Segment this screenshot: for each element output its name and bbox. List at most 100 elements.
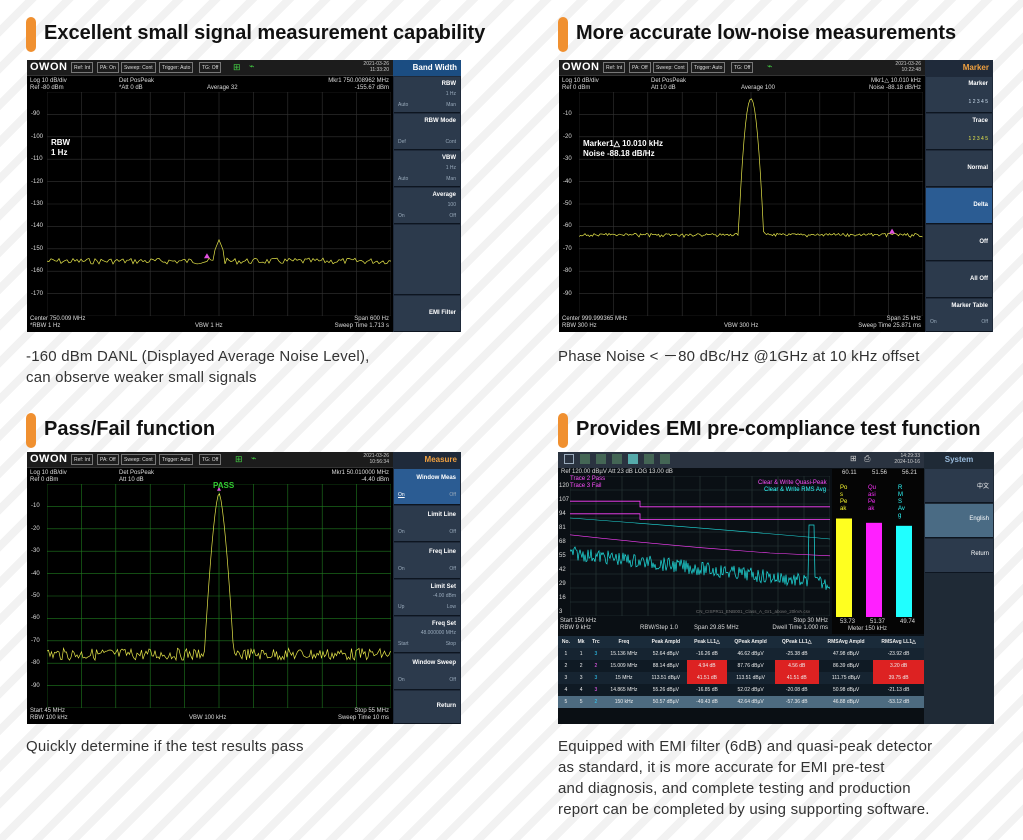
usb-icon: ⌁ bbox=[251, 453, 257, 463]
stop-info: Stop 30 MHz Dwell Time 1.000 ms bbox=[772, 618, 828, 631]
chip-trigger[interactable]: Trigger: Auto bbox=[691, 62, 726, 73]
detector-info: Det PosPeak Att 10 dB bbox=[651, 78, 687, 91]
english-button[interactable]: English bbox=[925, 504, 993, 538]
chip-pa[interactable]: PA: On bbox=[97, 62, 119, 73]
chip-ref[interactable]: Ref: Int bbox=[603, 62, 626, 73]
panel-caption: -160 dBm DANL (Displayed Average Noise L… bbox=[26, 348, 370, 386]
blank-button[interactable] bbox=[394, 225, 460, 295]
tool-icon[interactable] bbox=[580, 454, 590, 464]
chinese-button[interactable]: 中文 bbox=[925, 469, 993, 503]
y-tick-label: 42 bbox=[559, 567, 566, 573]
table-row[interactable]: 3 3 3 15 MHz 113.51 dBµV 41.51 dB 113.51 dBµV 4… bbox=[558, 672, 924, 684]
analyzer-screen: OWON Ref: Int PA: Off Sweep: Cont Trigge… bbox=[559, 60, 993, 332]
meter-bar bbox=[866, 522, 882, 617]
delta-button[interactable]: Delta bbox=[926, 188, 992, 224]
tool-icon[interactable] bbox=[660, 454, 670, 464]
window-sweep-button[interactable]: Window Sweep On Off bbox=[394, 654, 460, 690]
meter-bot-3: 49.74 bbox=[900, 619, 916, 625]
menu-title: Band Width bbox=[393, 60, 461, 76]
analyzer-screen: OWON Ref: Int PA: Off Sweep: Cont Trigge… bbox=[27, 452, 461, 724]
emi-filter-button[interactable]: EMI Filter bbox=[394, 296, 460, 332]
meter-panel: 60.11 51.56 56.21 Pos Peak Quasi Peak RM… bbox=[832, 469, 924, 634]
chip-sweep[interactable]: Sweep: Cont bbox=[653, 62, 688, 73]
table-cell: 3 bbox=[564, 675, 568, 681]
tool-icon[interactable] bbox=[596, 454, 606, 464]
table-cell: 46.62 dBµV bbox=[737, 651, 764, 657]
freq-set-button[interactable]: Freq Set 48.000000 MHz Start Stop bbox=[394, 617, 460, 653]
tool-icon[interactable] bbox=[628, 454, 638, 464]
chip-pa[interactable]: PA: Off bbox=[97, 454, 119, 465]
table-cell: 3.20 dB bbox=[873, 660, 924, 672]
chip-ref[interactable]: Ref: Int bbox=[71, 454, 94, 465]
y-tick-label: -50 bbox=[31, 593, 40, 599]
trace-line bbox=[570, 524, 830, 590]
chip-trigger[interactable]: Trigger: Auto bbox=[159, 454, 194, 465]
table-row[interactable]: 5 5 2 150 kHz 50.57 dBµV -49.43 dB 42.64 dBµV -… bbox=[558, 696, 924, 708]
chip-trigger[interactable]: Trigger: Auto bbox=[159, 62, 194, 73]
meter-bar bbox=[896, 525, 912, 617]
usb-icon: ⌁ bbox=[249, 61, 255, 71]
table-row[interactable]: 4 4 3 14.865 MHz 55.26 dBµV -16.85 dB 52.02 dB… bbox=[558, 684, 924, 696]
span-info: Span 25 kHz Sweep Time 25.871 ms bbox=[858, 316, 921, 329]
pass-indicator: PASS bbox=[213, 481, 235, 490]
table-row[interactable]: 1 1 3 15.136 MHz 52.64 dBµV -16.26 dB 46.62 dB… bbox=[558, 648, 924, 660]
limit-line-button[interactable]: Limit Line On Off bbox=[394, 506, 460, 542]
chip-tg[interactable]: TG: Off bbox=[731, 62, 754, 73]
meter-bar bbox=[836, 518, 852, 617]
freq-line-button[interactable]: Freq Line On Off bbox=[394, 543, 460, 579]
limit-set-button[interactable]: Limit Set -4.00 dBm Up Low bbox=[394, 580, 460, 616]
y-tick-label: -60 bbox=[563, 223, 572, 230]
table-cell: -23.92 dB bbox=[887, 651, 910, 657]
rbw-step: RBW/Step 1.0 bbox=[640, 625, 679, 631]
marker-table-button[interactable]: Marker Table On Off bbox=[926, 299, 992, 332]
marker-annotation: Marker1△ 10.010 kHz Noise -88.18 dB/Hz bbox=[583, 139, 663, 158]
all-off-button[interactable]: All Off bbox=[926, 262, 992, 298]
table-cell: 47.98 dBµV bbox=[832, 651, 860, 657]
normal-button[interactable]: Normal bbox=[926, 151, 992, 187]
span-info: Span 29.85 MHz bbox=[694, 625, 739, 631]
off-button[interactable]: Off bbox=[926, 225, 992, 261]
table-cell: 113.51 dBµV bbox=[651, 675, 681, 681]
tool-icon[interactable] bbox=[644, 454, 654, 464]
marker-select-button[interactable]: Marker 1 2 3 4 5 bbox=[926, 77, 992, 113]
y-tick-label: 55 bbox=[559, 553, 566, 559]
rbw-mode-button[interactable]: RBW Mode Def Cont bbox=[394, 114, 460, 150]
chip-sweep[interactable]: Sweep: Cont bbox=[121, 454, 156, 465]
trace3-label: Trace 3 Fail bbox=[570, 483, 602, 489]
average-info: Average 32 bbox=[207, 85, 238, 91]
chip-tg[interactable]: TG: Off bbox=[199, 62, 222, 73]
window-meas-button[interactable]: Window Meas On Off bbox=[394, 469, 460, 505]
chip-tg[interactable]: TG: Off bbox=[199, 454, 222, 465]
column-header: QPeak LL1△ bbox=[774, 636, 819, 648]
return-button[interactable]: Return bbox=[394, 691, 460, 724]
trace-graph bbox=[579, 92, 923, 316]
print-icon: ⎙ bbox=[864, 454, 871, 463]
rbw-button[interactable]: RBW 1 Hz Auto Man bbox=[394, 77, 460, 113]
y-tick-label: -100 bbox=[31, 133, 44, 140]
table-cell: 55.26 dBµV bbox=[652, 687, 679, 693]
table-cell: -20.08 dB bbox=[785, 687, 808, 693]
vbw-button[interactable]: VBW 1 Hz Auto Man bbox=[394, 151, 460, 187]
chip-ref[interactable]: Ref: Int bbox=[71, 62, 94, 73]
average-button[interactable]: Average 100 On Off bbox=[394, 188, 460, 224]
chip-pa[interactable]: PA: Off bbox=[629, 62, 651, 73]
y-tick-label: -110 bbox=[31, 156, 43, 163]
emi-screen: ⊞ ⎙ 14:29:33 2024-10-16 System 中文 English… bbox=[558, 452, 994, 724]
column-header: RMSAvg LL1△ bbox=[873, 636, 924, 648]
limit-line-avg bbox=[570, 513, 830, 520]
table-row[interactable]: 2 2 2 15.009 MHz 88.14 dBµV 4.94 dB 87.76 dBµV… bbox=[558, 660, 924, 672]
marker-table: No. Mk Trc Freq Peak Ampld Peak LL1△ QPeak Amp… bbox=[558, 636, 924, 708]
trace-select-button[interactable]: Trace 1 2 3 4 5 bbox=[926, 114, 992, 150]
span-info: Span 600 Hz Sweep Time 1.713 s bbox=[334, 316, 389, 329]
panel-small-signal: Excellent small signal measurement capab… bbox=[26, 14, 531, 394]
column-header: QPeak Ampld bbox=[726, 636, 775, 648]
chip-sweep[interactable]: Sweep: Cont bbox=[121, 62, 156, 73]
table-cell: 42.64 dBµV bbox=[737, 699, 764, 705]
tool-icon[interactable] bbox=[612, 454, 622, 464]
y-tick-label: -50 bbox=[563, 201, 572, 207]
return-button[interactable]: Return bbox=[925, 539, 993, 573]
home-icon[interactable] bbox=[564, 454, 574, 464]
table-cell: -16.26 dB bbox=[696, 651, 718, 657]
pos-peak-label: Pos Peak bbox=[840, 485, 848, 512]
owon-logo: OWON bbox=[562, 61, 600, 73]
